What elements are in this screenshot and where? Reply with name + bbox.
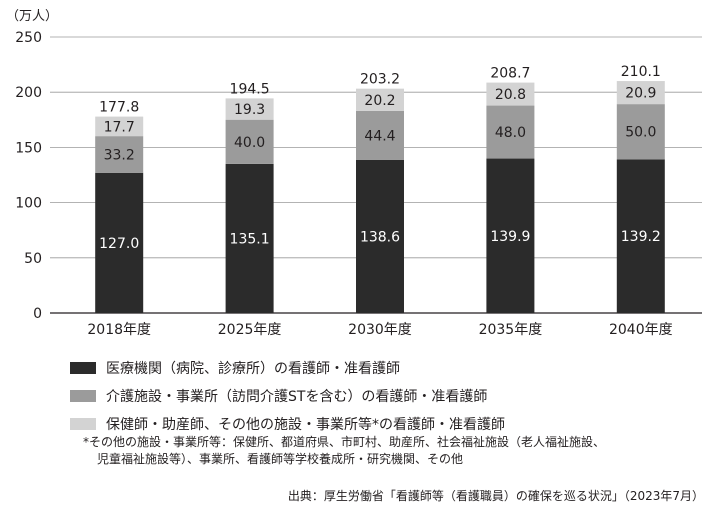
bar-value-label: 50.0 [625,125,656,141]
bar-segment [225,163,274,313]
bar-total-label: 203.2 [360,72,400,88]
legend-item-care: 介護施設・事業所（訪問介護STを含む）の看護師・准看護師 [70,386,700,406]
bar-value-label: 20.9 [625,86,656,102]
x-tick-label: 2030年度 [348,322,412,338]
bar-value-label: 135.1 [230,231,270,247]
y-axis-ticks: 0 50 100 150 200 250 [15,30,42,322]
y-tick-label: 250 [15,30,42,46]
bar-value-label: 138.6 [360,229,400,245]
bar-total-label: 210.1 [621,64,661,80]
bar-value-label: 19.3 [234,102,265,118]
x-axis-labels: 2018年度 2025年度 2030年度 2035年度 2040年度 [87,322,672,338]
footnote-line-2: 児童福祉施設等）、事業所、看護師等学校養成所・研究機関、その他 [97,452,464,466]
bar-segment [486,82,535,106]
bar-value-label: 20.2 [364,93,395,109]
bar-segment [356,88,404,111]
bar-segment [616,159,665,313]
y-tick-label: 150 [15,140,42,156]
legend-swatch-medical [70,362,96,374]
legend-label-medical: 医療機関（病院、診療所）の看護師・准看護師 [106,361,400,377]
bar-segment [356,110,404,160]
x-tick-label: 2018年度 [87,322,151,338]
bar-value-label: 127.0 [99,236,139,252]
bar-segment [616,104,665,160]
bar-segment [486,158,535,313]
x-tick-label: 2035年度 [479,322,543,338]
bar-segment [225,119,274,164]
y-tick-label: 0 [33,306,42,322]
legend-label-care: 介護施設・事業所（訪問介護STを含む）の看護師・准看護師 [106,389,488,405]
x-tick-label: 2025年度 [218,322,282,338]
bar-value-label: 44.4 [364,128,395,144]
footnote-line-1: *その他の施設・事業所等：保健所、都道府県、市町村、助産所、社会福祉施設（老人福… [83,435,606,449]
y-axis-unit-label: （万人） [6,9,58,24]
source-citation: 出典：厚生労働省「看護師等（看護職員）の確保を巡る状況」（2023年7月） [287,489,704,503]
legend-swatch-other [70,418,96,430]
y-tick-label: 50 [24,251,42,267]
bar-segment [225,98,274,120]
bar-value-label: 40.0 [234,135,265,151]
x-tick-label: 2040年度 [609,322,673,338]
bar-value-label: 20.8 [495,87,526,103]
bar-value-label: 48.0 [495,125,526,141]
bar-total-label: 208.7 [490,66,530,82]
bars: 127.0 33.2 17.7 177.8 135.1 40.0 19.3 194.5 138.… [95,64,665,313]
legend-swatch-care [70,390,96,402]
legend: 医療機関（病院、診療所）の看護師・准看護師 介護施設・事業所（訪問介護STを含む… [70,358,700,442]
bar-segment [616,81,665,105]
bar-value-label: 33.2 [104,147,135,163]
legend-label-other: 保健師・助産師、その他の施設・事業所等*の看護師・准看護師 [106,417,505,433]
bar-segment [95,172,144,313]
bar-total-label: 194.5 [230,81,270,97]
legend-item-other: 保健師・助産師、その他の施設・事業所等*の看護師・准看護師 [70,414,700,434]
bar-total-label: 177.8 [99,100,139,116]
bar-segment [356,159,404,313]
legend-item-medical: 医療機関（病院、診療所）の看護師・准看護師 [70,358,700,378]
y-tick-label: 200 [15,85,42,101]
y-tick-label: 100 [15,196,42,212]
bar-value-label: 139.9 [490,229,530,245]
bar-segment [95,136,144,173]
footnote: *その他の施設・事業所等：保健所、都道府県、市町村、助産所、社会福祉施設（老人福… [83,434,683,468]
bar-segment [95,116,144,137]
bar-segment [486,105,535,159]
bar-value-label: 17.7 [104,119,135,135]
bar-value-label: 139.2 [621,229,661,245]
